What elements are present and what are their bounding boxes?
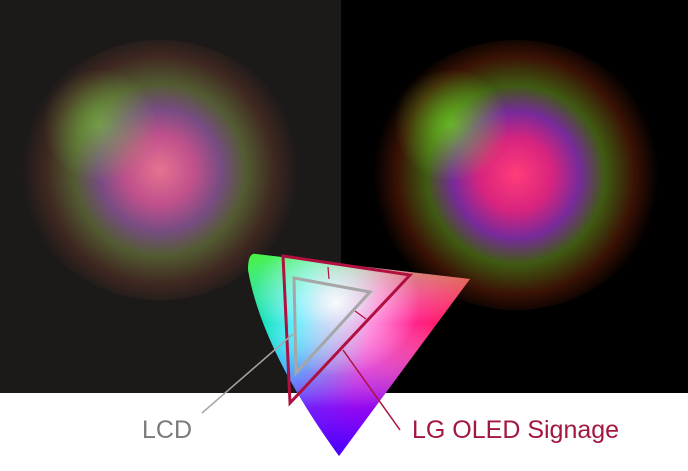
gamut-difference-arrows <box>327 266 367 320</box>
lcd-leader-line <box>201 333 294 414</box>
color-burst-lcd-accent <box>40 70 160 180</box>
oled-gamut-triangle <box>281 254 414 407</box>
color-burst-oled-accent <box>391 70 511 180</box>
lcd-gamut-triangle <box>292 276 373 377</box>
oled-leader-line <box>342 349 401 431</box>
lcd-image-panel <box>0 0 341 393</box>
oled-label: LG OLED Signage <box>412 416 620 444</box>
lcd-label: LCD <box>142 416 193 444</box>
